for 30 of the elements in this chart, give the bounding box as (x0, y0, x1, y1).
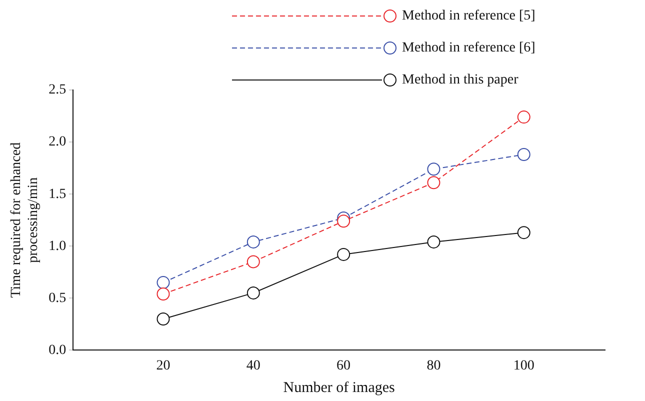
point (156, 276, 170, 290)
point (427, 235, 440, 248)
point (427, 176, 440, 190)
y-tick-label: 1.5 (48, 186, 66, 202)
x-tick-label: 40 (246, 358, 260, 374)
point (337, 248, 350, 261)
point (246, 235, 260, 248)
point (246, 286, 260, 300)
point (517, 226, 530, 240)
y-tick-label: 2.5 (48, 82, 66, 98)
y-tick-label: 2.0 (48, 134, 66, 150)
y-tick-label: 1.0 (48, 238, 66, 254)
y-tick-label: 0.0 (48, 342, 66, 358)
point (156, 287, 170, 300)
legend-label: Method in reference [6] (402, 40, 536, 56)
y-tick-label: 0.5 (48, 290, 66, 306)
point (427, 162, 440, 176)
point (517, 110, 530, 124)
point (246, 255, 260, 268)
y-axis-title: Time required for enhanced processing/min (9, 142, 41, 298)
x-axis-title: Number of images (283, 380, 396, 396)
point (156, 312, 170, 326)
point (517, 148, 530, 162)
legend-label: Method in this paper (402, 72, 519, 88)
x-tick-label: 80 (426, 358, 441, 374)
x-tick-label: 60 (336, 358, 351, 374)
x-tick-label: 20 (156, 358, 170, 374)
point (337, 214, 350, 228)
x-tick-label: 100 (513, 358, 534, 374)
legend-label: Method in reference [5] (402, 8, 536, 24)
